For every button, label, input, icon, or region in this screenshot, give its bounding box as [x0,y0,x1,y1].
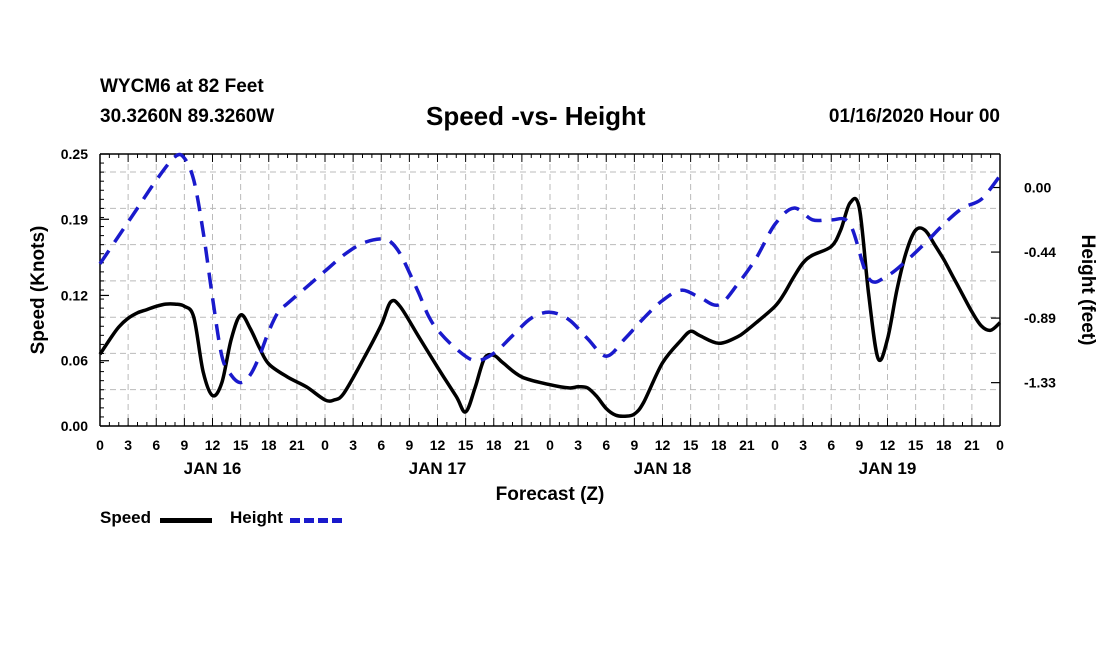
chart-title: Speed -vs- Height [426,101,646,131]
x-tick-label: 21 [289,437,305,453]
x-tick-label: 0 [546,437,554,453]
y2-tick-label: 0.00 [1024,180,1051,196]
y-tick-label: 0.12 [61,287,88,303]
x-tick-label: 18 [936,437,952,453]
x-tick-label: 0 [321,437,329,453]
y-tick-label: 0.00 [61,418,88,434]
x-tick-label: 9 [855,437,863,453]
x-tick-label: 18 [711,437,727,453]
x-tick-label: 12 [430,437,446,453]
x-tick-label: 3 [124,437,132,453]
x-tick-label: 6 [377,437,385,453]
x-tick-label: 12 [205,437,221,453]
x-tick-label: 3 [349,437,357,453]
x-tick-label: 9 [630,437,638,453]
x-tick-label: 21 [739,437,755,453]
day-label: JAN 17 [409,459,467,478]
x-axis-label: Forecast (Z) [496,484,605,505]
day-label: JAN 16 [184,459,242,478]
y-axis-label-right: Height (feet) [1077,235,1098,346]
y-tick-label: 0.25 [61,146,88,162]
x-tick-label: 15 [908,437,924,453]
day-label: JAN 18 [634,459,692,478]
x-tick-label: 15 [458,437,474,453]
x-tick-label: 12 [655,437,671,453]
y-axis-label-left: Speed (Knots) [28,226,49,355]
x-tick-label: 6 [827,437,835,453]
x-tick-label: 12 [880,437,896,453]
y-tick-label: 0.19 [61,211,88,227]
day-label: JAN 19 [859,459,917,478]
x-tick-label: 6 [602,437,610,453]
y2-tick-label: -0.89 [1024,310,1056,326]
x-tick-label: 3 [574,437,582,453]
x-tick-label: 21 [514,437,530,453]
x-tick-label: 0 [96,437,104,453]
x-tick-label: 9 [405,437,413,453]
legend-swatch-height [290,518,342,523]
y2-tick-label: -0.44 [1024,244,1056,260]
x-tick-label: 21 [964,437,980,453]
x-tick-label: 15 [233,437,249,453]
coordinates-label: 30.3260N 89.3260W [100,106,275,127]
legend-label-speed: Speed [100,508,152,527]
station-label: WYCM6 at 82 Feet [100,76,264,97]
y-tick-label: 0.06 [61,353,88,369]
x-tick-label: 3 [799,437,807,453]
x-tick-label: 18 [261,437,277,453]
x-tick-label: 15 [683,437,699,453]
x-tick-label: 18 [486,437,502,453]
y2-tick-label: -1.33 [1024,375,1056,391]
x-tick-label: 6 [152,437,160,453]
x-tick-label: 0 [771,437,779,453]
x-tick-label: 0 [996,437,1004,453]
series-line-height [98,152,1002,385]
x-tick-label: 9 [180,437,188,453]
series-line-speed [98,196,1002,419]
legend-swatch-speed [160,518,212,523]
forecast-date-label: 01/16/2020 Hour 00 [828,106,1000,127]
legend-label-height: Height [230,508,283,527]
